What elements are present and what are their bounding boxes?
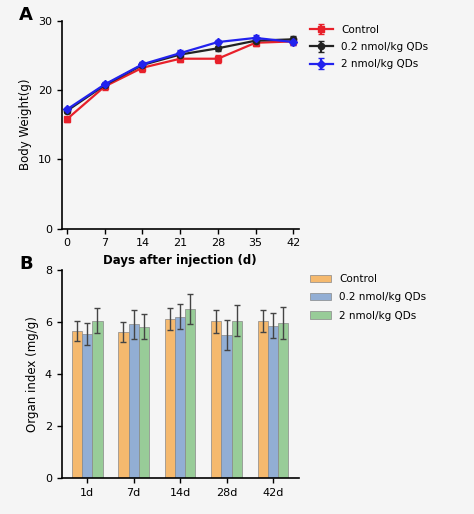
Bar <box>185 309 195 478</box>
Y-axis label: Body Weight(g): Body Weight(g) <box>19 79 32 171</box>
Bar <box>268 326 278 478</box>
Bar <box>118 332 128 478</box>
Legend: Control, 0.2 nmol/kg QDs, 2 nmol/kg QDs: Control, 0.2 nmol/kg QDs, 2 nmol/kg QDs <box>306 270 430 325</box>
Legend: Control, 0.2 nmol/kg QDs, 2 nmol/kg QDs: Control, 0.2 nmol/kg QDs, 2 nmol/kg QDs <box>306 21 432 74</box>
Y-axis label: Organ index (mg/g): Organ index (mg/g) <box>26 316 39 432</box>
Bar <box>221 335 232 478</box>
Bar <box>72 331 82 478</box>
Bar <box>165 319 175 478</box>
Bar <box>175 317 185 478</box>
Bar <box>211 321 221 478</box>
Bar <box>232 321 242 478</box>
Text: A: A <box>19 6 33 24</box>
Bar <box>128 324 139 478</box>
Bar <box>92 321 102 478</box>
Bar <box>139 326 149 478</box>
Bar <box>82 334 92 478</box>
Bar <box>278 323 288 478</box>
Bar <box>258 321 268 478</box>
Text: B: B <box>19 255 33 273</box>
X-axis label: Days after injection (d): Days after injection (d) <box>103 254 257 267</box>
